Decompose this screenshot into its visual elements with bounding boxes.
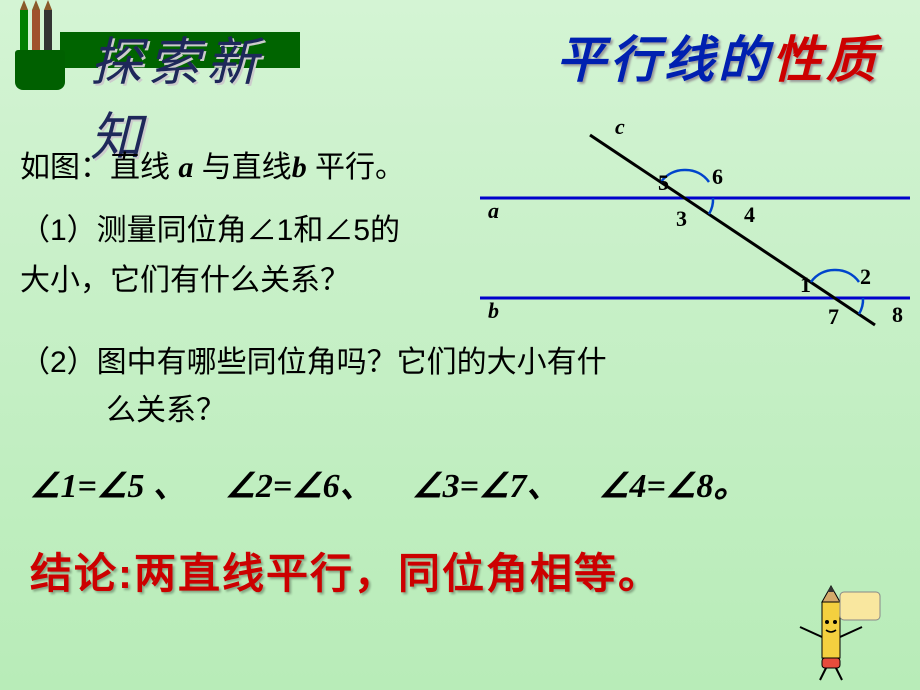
arc-4 [709,198,713,214]
label-7: 7 [828,304,839,329]
label-3: 3 [676,206,687,231]
label-5: 5 [658,170,669,195]
pencil-cup-icon [10,10,70,90]
label-a: a [488,198,499,223]
intro-text: 如图：直线 a 与直线b 平行。 [20,145,405,190]
answer-3: ∠3=∠7、 [412,468,560,505]
arc-1 [811,270,835,282]
label-8: 8 [892,302,903,327]
label-6: 6 [712,164,723,189]
label-c: c [615,120,625,139]
conclusion: 结论:两直线平行，同位角相等。 [30,540,662,601]
title-part1: 平行线的 [556,32,772,88]
page-title: 平行线的性质 [556,20,880,92]
question-1-line2: 大小，它们有什么关系？ [20,258,350,303]
pencil-character-icon [780,582,890,682]
conclusion-label: 结论: [30,550,134,597]
arc-6 [685,170,709,182]
answer-2: ∠2=∠6、 [225,468,373,505]
arc-2 [835,270,859,282]
question-1-line1: （1）测量同位角∠1和∠5的 [20,208,400,253]
question-2-line1: （2）图中有哪些同位角吗？它们的大小有什 [20,340,607,385]
answer-4: ∠4=∠8。 [599,468,747,505]
question-2-line2: 么关系？ [106,388,226,433]
answer-1: ∠1=∠5 、 [30,468,187,505]
answers-row: ∠1=∠5 、 ∠2=∠6、 ∠3=∠7、 ∠4=∠8。 [30,458,777,507]
title-part2: 性质 [772,32,880,88]
header: 探索新知 [10,10,300,90]
label-2: 2 [860,264,871,289]
label-b: b [488,298,499,323]
parallel-lines-diagram: c a b 5 6 3 4 1 2 7 8 [480,120,910,340]
label-1: 1 [800,272,811,297]
arc-8 [859,298,863,314]
conclusion-text: 两直线平行，同位角相等。 [134,550,662,597]
label-4: 4 [744,202,755,227]
